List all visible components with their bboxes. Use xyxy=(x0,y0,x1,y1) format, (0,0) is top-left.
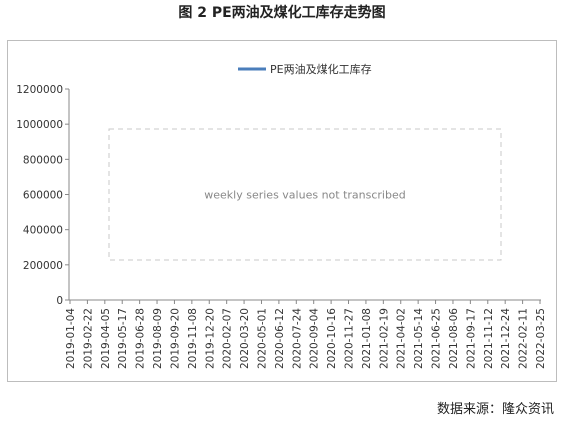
x-tick-label: 2019-09-20 xyxy=(169,308,181,369)
y-tick-label: 0 xyxy=(56,295,63,307)
y-tick-label: 1200000 xyxy=(16,84,63,96)
line-chart: 0 200000 400000 600000 800000 1000000 1200000 2… xyxy=(16,62,547,369)
data-source-note: 数据来源：隆众资讯 xyxy=(436,402,554,417)
x-tick-label: 2022-02-11 xyxy=(518,308,530,369)
y-tick-label: 1000000 xyxy=(16,119,63,131)
x-tick-label: 2020-11-27 xyxy=(344,308,356,369)
y-tick-label: 800000 xyxy=(23,154,63,166)
x-tick-label: 2021-04-02 xyxy=(396,308,408,369)
x-tick-label: 2019-08-09 xyxy=(152,308,164,369)
x-tick-label: 2019-01-04 xyxy=(65,308,77,369)
x-tick-label: 2019-05-17 xyxy=(117,308,129,369)
x-tick-label: 2020-05-01 xyxy=(256,308,268,369)
x-tick-label: 2020-02-07 xyxy=(222,308,234,369)
x-tick-label: 2021-08-06 xyxy=(448,308,460,369)
legend-label: PE两油及煤化工库存 xyxy=(270,62,372,76)
x-tick-label: 2021-09-17 xyxy=(465,308,477,369)
x-tick-label: 2020-07-24 xyxy=(291,308,303,369)
x-tick-label: 2021-06-25 xyxy=(431,308,443,369)
x-tick-label: 2021-05-14 xyxy=(413,308,425,369)
x-tick-label: 2021-12-24 xyxy=(500,308,512,369)
x-tick-label: 2020-10-16 xyxy=(326,308,338,369)
x-tick-label: 2021-02-19 xyxy=(378,308,390,369)
x-tick-label: 2021-01-08 xyxy=(361,308,373,369)
x-tick-label: 2019-11-08 xyxy=(187,308,199,369)
x-tick-label: 2020-06-12 xyxy=(274,308,286,369)
x-tick-label: 2019-02-22 xyxy=(82,308,94,369)
y-tick-label: 400000 xyxy=(23,225,63,237)
x-tick-label: 2019-06-28 xyxy=(135,308,147,369)
chart-frame: 0 200000 400000 600000 800000 1000000 1200000 2… xyxy=(7,40,557,382)
y-tick-label: 600000 xyxy=(23,190,63,202)
x-tick-label: 2019-04-05 xyxy=(100,308,112,369)
x-tick-label: 2019-12-20 xyxy=(204,308,216,369)
x-tick-label: 2020-03-20 xyxy=(239,308,251,369)
series-placeholder-label: weekly series values not transcribed xyxy=(204,189,405,202)
x-tick-label: 2021-11-12 xyxy=(483,308,495,369)
figure-title: 图 2 PE两油及煤化工库存走势图 xyxy=(178,5,386,21)
x-tick-label: 2022-03-25 xyxy=(535,308,547,369)
y-tick-label: 200000 xyxy=(23,260,63,272)
x-tick-label: 2020-09-04 xyxy=(309,308,321,369)
